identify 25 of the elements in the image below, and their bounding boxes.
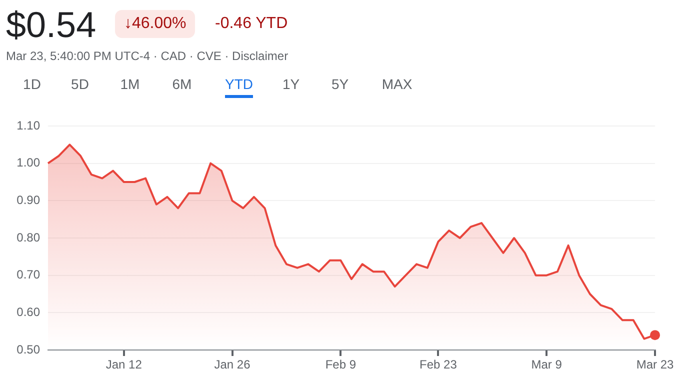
x-tick-label: Mar 9 (531, 358, 562, 372)
text: YTD (225, 76, 253, 98)
x-tick-label: Feb 23 (420, 358, 458, 372)
y-tick-label: 0.90 (16, 192, 40, 207)
x-tick-label: Jan 12 (106, 358, 142, 372)
chart-subtitle: Mar 23, 5:40:00 PM UTC-4 · CAD · CVE · Disclaimer (6, 49, 288, 63)
y-tick-label: 0.60 (16, 304, 40, 319)
text: ↓46.00% (115, 10, 196, 38)
y-tick-label: 1.10 (16, 118, 40, 132)
y-tick-label: 1.00 (16, 156, 40, 170)
x-tick-label: Feb 9 (325, 358, 356, 372)
text: 5D (71, 76, 89, 94)
text: -0.46 YTD (215, 15, 288, 33)
text: 1M (120, 76, 140, 94)
text: 6M (172, 76, 192, 94)
y-tick-label: 0.80 (16, 230, 40, 244)
text: 5Y (331, 76, 349, 94)
text: 1Y (282, 76, 300, 94)
y-tick-label: 0.50 (16, 342, 40, 356)
chart-title: $0.54 (6, 4, 96, 46)
y-tick-label: 0.70 (16, 268, 40, 282)
x-tick-label: Jan 26 (214, 358, 251, 372)
text: 1D (23, 76, 41, 94)
text: MAX (382, 76, 412, 94)
x-tick-label: Mar 23 (636, 358, 674, 372)
